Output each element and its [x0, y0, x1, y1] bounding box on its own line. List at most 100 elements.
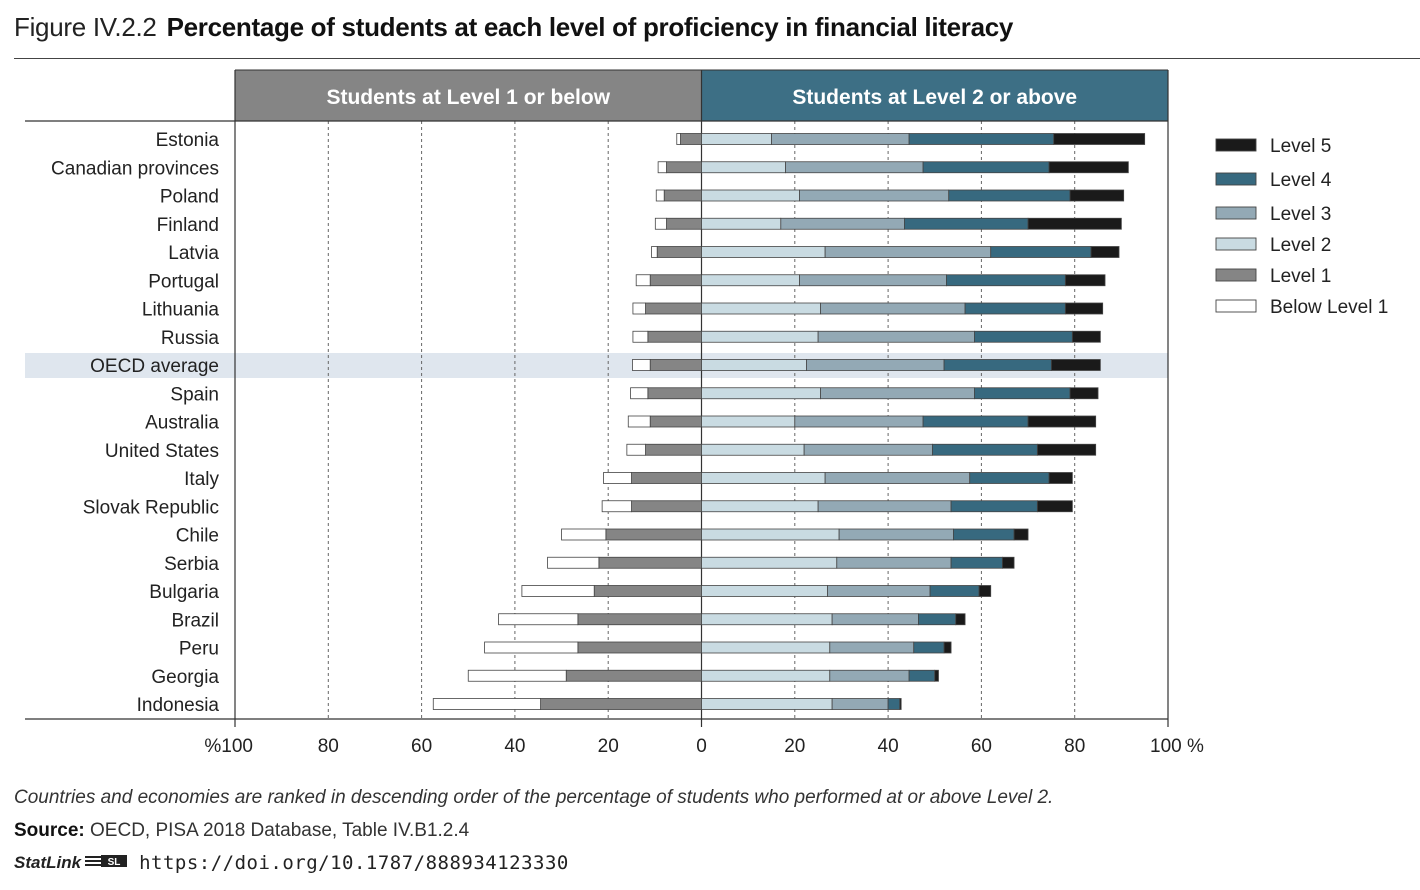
category-label: Russia: [161, 328, 220, 349]
legend-swatch-level2: [1215, 237, 1257, 251]
bar-level2: [701, 330, 819, 343]
bar-level1: [680, 133, 702, 145]
bar-level2: [701, 133, 772, 145]
financial-literacy-chart: Students at Level 1 or below Students at …: [25, 69, 1388, 757]
bar-level3: [820, 302, 966, 315]
x-tick-label: 20: [784, 736, 805, 757]
x-tick-label: 20: [598, 736, 619, 757]
bar-below-level1: [484, 641, 579, 654]
bar-level3: [780, 217, 905, 230]
bar-below-level1: [467, 669, 567, 682]
x-tick-label: %100: [204, 736, 253, 757]
category-label: Estonia: [156, 130, 220, 151]
bar-level5: [1036, 500, 1073, 513]
bar-level1: [565, 669, 702, 682]
category-label: Brazil: [171, 610, 219, 631]
right-header-label: Students at Level 2 or above: [792, 86, 1077, 109]
legend-swatch-level4: [1215, 172, 1257, 186]
bar-level2: [701, 698, 833, 710]
bar-level4: [904, 217, 1029, 230]
source-line: Source: OECD, PISA 2018 Database, Table …: [14, 820, 469, 842]
bar-below-level1: [635, 274, 651, 287]
bar-level3: [827, 585, 931, 597]
bar-level2: [701, 669, 831, 682]
legend-label-level2: Level 2: [1270, 235, 1331, 256]
bar-level2: [701, 359, 807, 371]
bar-level3: [831, 698, 889, 710]
ranking-note: Countries and economies are ranked in de…: [14, 787, 1054, 808]
bar-level3: [785, 161, 924, 174]
bar-below-level1: [632, 359, 651, 371]
bar-level2: [701, 613, 833, 626]
bar-level1: [577, 613, 702, 626]
statlink-url-link[interactable]: https://doi.org/10.1787/888934123330: [139, 852, 569, 874]
legend-label-level4: Level 4: [1270, 170, 1332, 191]
category-label: Finland: [157, 215, 219, 236]
bar-below-level1: [632, 330, 649, 343]
bar-level5: [1048, 161, 1129, 174]
bar-level4: [974, 330, 1073, 343]
bar-level1: [663, 189, 702, 202]
legend-label-below1: Below Level 1: [1270, 297, 1388, 318]
bar-level2: [701, 528, 840, 541]
bar-level1: [577, 641, 702, 654]
bar-level5: [1064, 274, 1106, 287]
left-header-label: Students at Level 1 or below: [326, 86, 610, 109]
bar-level2: [701, 556, 838, 569]
bar-level1: [666, 161, 702, 174]
bar-level5: [955, 613, 966, 626]
bar-below-level1: [626, 443, 646, 456]
legend-label-level5: Level 5: [1270, 136, 1331, 157]
bar-level1: [647, 387, 702, 400]
x-tick-label: 0: [696, 736, 707, 757]
statlink[interactable]: StatLink SL https://doi.org/10.1787/8889…: [14, 852, 569, 874]
svg-text:SL: SL: [108, 857, 121, 868]
bar-level4: [948, 189, 1071, 202]
bar-below-level1: [676, 133, 681, 145]
bar-level4: [913, 641, 945, 654]
bar-below-level1: [603, 472, 632, 484]
figure-title: Figure IV.2.2 Percentage of students at e…: [14, 12, 1013, 43]
bar-below-level1: [651, 246, 658, 258]
bar-level5: [1069, 387, 1099, 400]
bar-level1: [649, 415, 702, 428]
bar-level4: [908, 669, 936, 682]
bar-level3: [824, 246, 992, 258]
bar-level5: [1069, 189, 1125, 202]
bar-level5: [1013, 528, 1029, 541]
bar-below-level1: [521, 585, 595, 597]
bar-level5: [1071, 330, 1101, 343]
bar-level5: [1036, 443, 1097, 456]
bar-below-level1: [632, 302, 646, 315]
bar-level2: [701, 217, 782, 230]
bar-level3: [829, 641, 915, 654]
bar-level3: [806, 359, 945, 371]
bar-level5: [1090, 246, 1120, 258]
category-label: Poland: [160, 187, 219, 208]
bar-level2: [701, 274, 800, 287]
bar-below-level1: [657, 161, 667, 174]
bar-level3: [820, 387, 975, 400]
x-tick-label: 40: [504, 736, 525, 757]
bar-level4: [918, 613, 957, 626]
bar-level4: [974, 387, 1071, 400]
bar-below-level1: [601, 500, 632, 513]
bar-level4: [908, 133, 1055, 145]
category-label: OECD average: [90, 356, 219, 377]
bar-level5: [1064, 302, 1104, 315]
left-header-band: [235, 70, 702, 121]
bar-level3: [794, 415, 924, 428]
bar-below-level1: [432, 698, 541, 710]
bar-level3: [817, 330, 975, 343]
legend-swatch-level1: [1215, 268, 1257, 282]
bar-level2: [701, 585, 828, 597]
category-label: Latvia: [168, 243, 219, 264]
bar-level3: [836, 556, 952, 569]
bar-level1: [605, 528, 702, 541]
bar-level1: [649, 359, 702, 371]
x-tick-label: 80: [318, 736, 339, 757]
right-header-band: [701, 70, 1168, 121]
category-label: Lithuania: [142, 300, 220, 321]
bar-level4: [950, 556, 1003, 569]
bar-below-level1: [630, 387, 649, 400]
